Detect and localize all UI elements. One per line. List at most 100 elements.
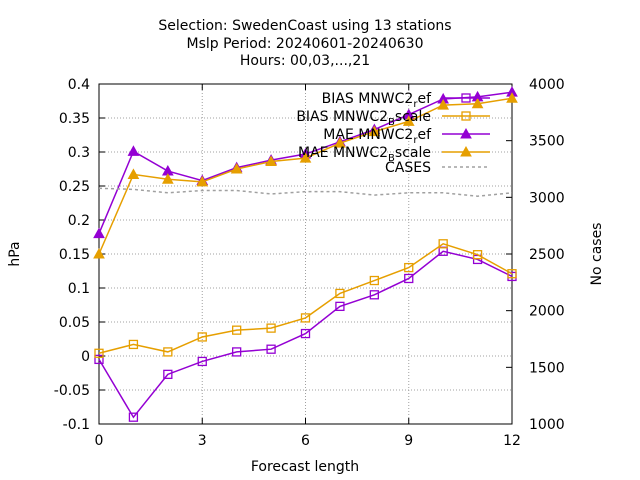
series-1 xyxy=(94,239,517,358)
data-point xyxy=(369,275,379,286)
data-point xyxy=(266,344,276,354)
data-point xyxy=(404,262,414,273)
legend-label-sub: B xyxy=(388,117,395,128)
data-point xyxy=(438,239,448,249)
y-tick-label: 0.3 xyxy=(68,145,90,161)
series-4 xyxy=(98,187,513,197)
x-tick-label: 0 xyxy=(95,433,104,449)
chart-title: Selection: SwedenCoast using 13 stations… xyxy=(158,18,451,69)
legend-entry: CASES xyxy=(385,160,490,176)
data-point xyxy=(197,332,207,342)
y2-tick-label: 3000 xyxy=(529,190,565,206)
data-point xyxy=(128,339,139,350)
y-tick-label: 0.25 xyxy=(59,179,90,195)
data-point xyxy=(471,97,484,109)
data-point xyxy=(161,173,174,184)
legend-label-tail: scale xyxy=(395,109,431,125)
y-tick-label: 0.15 xyxy=(59,247,90,263)
y-tick-label: 0 xyxy=(81,349,90,365)
y2-tick-label: 4000 xyxy=(529,77,565,93)
y-tick-label: 0.05 xyxy=(59,315,90,331)
legend-label-tail: scale xyxy=(395,145,431,161)
legend-marker xyxy=(460,145,472,157)
data-point xyxy=(127,168,140,179)
data-point xyxy=(335,288,345,299)
legend-label-tail: ef xyxy=(417,127,432,143)
data-point xyxy=(472,250,483,260)
y2-tick-label: 3500 xyxy=(529,134,565,150)
legend-label-tail: ef xyxy=(417,91,432,107)
x-tick-label: 3 xyxy=(198,433,207,449)
y2-axis-label: No cases xyxy=(589,223,605,286)
y-tick-label: -0.05 xyxy=(54,383,90,399)
legend-entry: BIAS MNWC2ref xyxy=(322,91,490,110)
legend-label-sub: r xyxy=(413,135,418,146)
grid-layer xyxy=(99,84,512,424)
data-point xyxy=(402,115,415,126)
data-point xyxy=(197,356,207,367)
legend-entry: MAE MNWC2Bscale xyxy=(298,145,490,164)
y2-tick-label: 1000 xyxy=(529,417,565,433)
series-3 xyxy=(93,92,518,259)
y-tick-label: 0.4 xyxy=(68,77,90,93)
y-axis-label: hPa xyxy=(7,241,23,266)
data-point xyxy=(94,354,104,365)
data-point xyxy=(334,137,346,148)
data-point xyxy=(93,227,105,239)
series-line xyxy=(98,250,513,419)
y-tick-label: -0.1 xyxy=(63,417,90,433)
y-tick-label: 0.2 xyxy=(68,213,90,229)
title-line-2: Mslp Period: 20240601-20240630 xyxy=(187,36,424,52)
data-point xyxy=(163,369,173,380)
data-point xyxy=(94,348,104,358)
legend-label-sub: r xyxy=(413,99,418,110)
x-tick-label: 9 xyxy=(404,433,413,449)
legend-label-main: MAE MNWC2 xyxy=(323,127,413,143)
y2-tick-label: 1500 xyxy=(529,360,565,376)
data-point xyxy=(335,301,345,312)
ticks-layer: 0 3 6 9 12 -0.1 -0.05 0 0.05 0.1 0.15 0.2 0.25 0.3 0.3… xyxy=(54,77,565,449)
legend-label: BIAS MNWC2ref xyxy=(322,91,432,110)
legend-entry: MAE MNWC2ref xyxy=(323,127,490,146)
data-point xyxy=(163,347,173,357)
data-point xyxy=(127,145,140,156)
legend-label-main: BIAS MNWC2 xyxy=(322,91,414,107)
series-line xyxy=(98,187,513,197)
data-point xyxy=(300,328,311,339)
y2-tick-label: 2500 xyxy=(529,247,565,263)
data-point xyxy=(232,325,242,335)
legend-label-main: CASES xyxy=(385,160,431,176)
data-point xyxy=(196,175,209,187)
data-point xyxy=(265,155,277,167)
x-tick-label: 6 xyxy=(301,433,310,449)
data-point xyxy=(369,290,379,300)
data-point xyxy=(232,347,242,357)
legend-label-sub: B xyxy=(388,153,395,164)
legend-label-main: BIAS MNWC2 xyxy=(296,109,388,125)
legend-label: MAE MNWC2Bscale xyxy=(298,145,431,164)
legend-marker xyxy=(461,93,471,103)
data-point xyxy=(230,162,243,174)
data-point xyxy=(507,269,517,279)
series-layer xyxy=(93,86,518,422)
data-point xyxy=(437,99,450,110)
data-point xyxy=(404,273,414,284)
y-tick-label: 0.1 xyxy=(68,281,90,297)
title-line-1: Selection: SwedenCoast using 13 stations xyxy=(158,18,451,34)
legend-label-main: MAE MNWC2 xyxy=(298,145,388,161)
legend-label: CASES xyxy=(385,160,431,176)
data-point xyxy=(506,92,518,103)
data-point xyxy=(93,247,105,259)
legend-entry: BIAS MNWC2Bscale xyxy=(296,109,490,128)
y-tick-label: 0.35 xyxy=(59,111,90,127)
data-point xyxy=(299,152,312,163)
legend-marker xyxy=(461,111,471,121)
legend-label: BIAS MNWC2Bscale xyxy=(296,109,431,128)
data-point xyxy=(128,412,139,422)
legend-label: MAE MNWC2ref xyxy=(323,127,432,146)
data-point xyxy=(368,125,381,137)
data-point xyxy=(266,323,276,333)
y2-tick-label: 2000 xyxy=(529,304,565,320)
